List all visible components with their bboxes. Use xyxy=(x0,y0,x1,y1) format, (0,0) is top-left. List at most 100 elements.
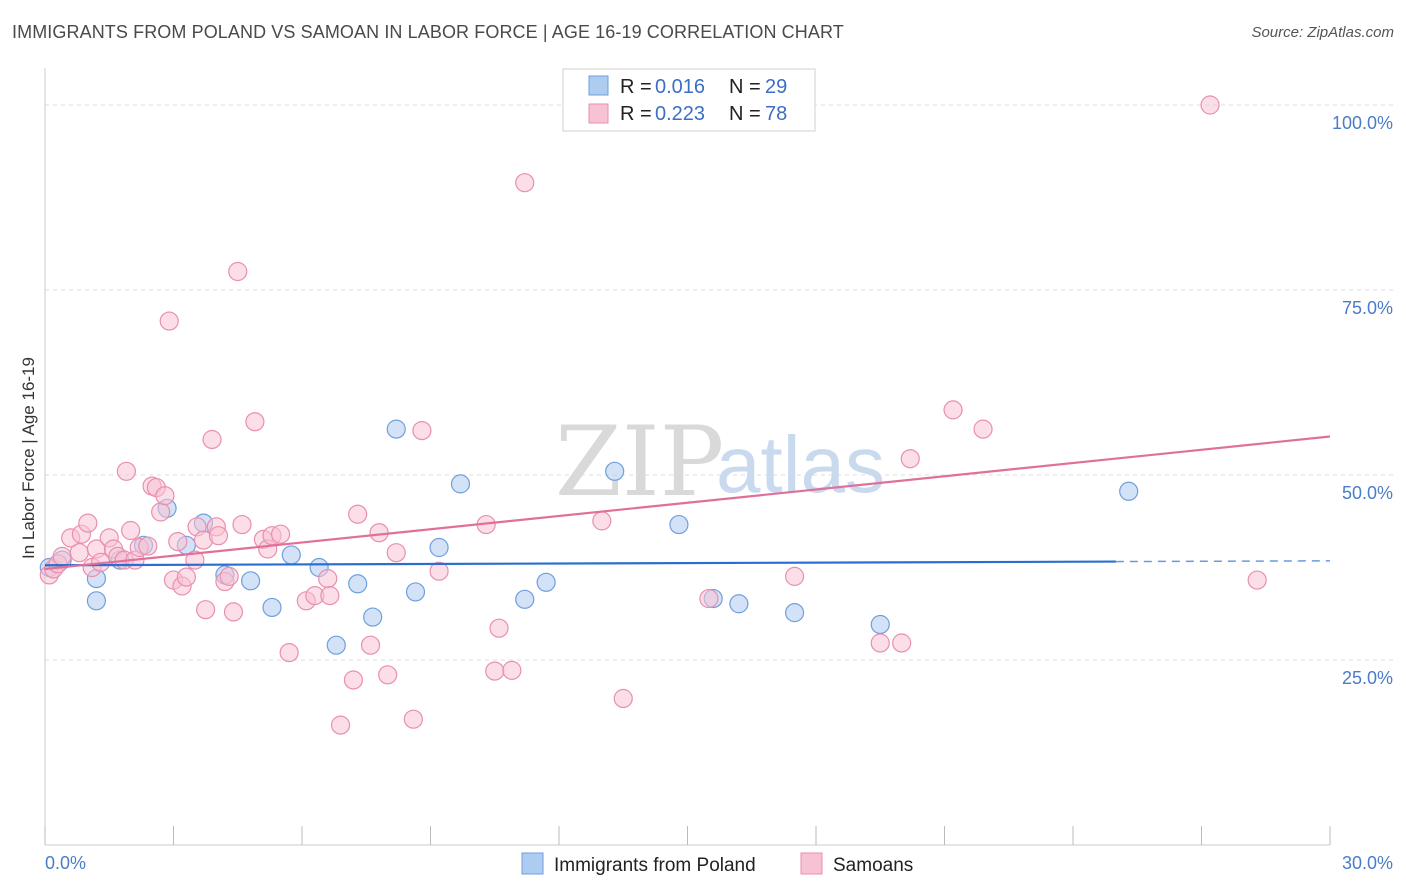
x-tick-marks xyxy=(44,826,1331,845)
samoan-point xyxy=(78,513,98,533)
samoan-point xyxy=(369,523,389,543)
samoan-point xyxy=(270,524,291,544)
poland-point xyxy=(326,635,346,655)
y-tick-label-100: 100.0% xyxy=(1332,113,1393,133)
samoan-point xyxy=(870,633,890,653)
samoan-point xyxy=(973,419,993,439)
samoan-point xyxy=(223,602,244,622)
samoan-point xyxy=(320,586,340,606)
legend-box: R = 0.016 N = 29 R = 0.223 N = 78 xyxy=(562,68,816,132)
samoan-point xyxy=(386,543,406,563)
bottom-legend-label-samoan: Samoans xyxy=(833,855,913,876)
samoan-point xyxy=(208,526,229,546)
poland-point xyxy=(363,607,383,627)
samoan-point xyxy=(69,543,89,563)
samoan-point xyxy=(900,449,920,469)
legend-samoan-r-value: 0.223 xyxy=(655,103,705,125)
samoan-point xyxy=(52,546,72,567)
samoan-point xyxy=(502,660,522,680)
poland-point xyxy=(262,597,282,618)
samoan-point xyxy=(151,502,171,522)
samoan-point xyxy=(515,173,535,193)
samoan-point xyxy=(138,536,158,556)
y-axis-label: In Labor Force | Age 16-19 xyxy=(19,357,38,559)
poland-point xyxy=(536,572,556,592)
samoan-point xyxy=(159,311,179,331)
samoan-point xyxy=(168,531,188,552)
poland-point xyxy=(870,614,890,635)
poland-point xyxy=(281,545,301,565)
samoan-point xyxy=(489,618,509,638)
samoan-point xyxy=(943,400,963,420)
poland-point xyxy=(386,419,406,439)
samoan-point xyxy=(1200,95,1220,115)
poland-point xyxy=(405,582,426,602)
legend-poland-r-value: 0.016 xyxy=(655,76,705,98)
watermark-atlas-text: atlas xyxy=(716,420,885,509)
poland-point xyxy=(450,474,471,494)
samoan-point xyxy=(699,588,719,609)
samoan-point xyxy=(155,486,175,506)
legend-swatch-samoan xyxy=(588,103,609,124)
x-tick-label-min: 0.0% xyxy=(45,853,86,873)
samoan-point xyxy=(196,600,216,620)
samoan-point xyxy=(228,261,248,282)
watermark: ZIP atlas xyxy=(555,406,885,518)
samoan-point xyxy=(613,688,633,709)
poland-point xyxy=(729,594,749,614)
samoan-point xyxy=(403,709,423,729)
x-tick-label-max: 30.0% xyxy=(1342,853,1393,873)
samoan-point xyxy=(116,461,136,481)
poland-point xyxy=(605,461,625,481)
legend-samoan-n-label: N = xyxy=(729,103,761,125)
samoan-point xyxy=(330,715,351,735)
samoan-point xyxy=(176,567,196,587)
samoan-point xyxy=(378,665,398,685)
samoan-point xyxy=(592,511,612,531)
samoan-point xyxy=(318,568,338,589)
samoan-point xyxy=(348,504,368,524)
bottom-legend-label-poland: Immigrants from Poland xyxy=(554,855,756,876)
poland-trend-extension xyxy=(1115,560,1331,563)
samoan-point xyxy=(279,642,299,663)
poland-point xyxy=(669,514,689,535)
bottom-legend: Immigrants from Poland Samoans xyxy=(521,852,913,876)
y-tick-label-50: 50.0% xyxy=(1342,483,1393,503)
legend-poland-r-label: R = xyxy=(620,76,652,98)
samoan-point xyxy=(202,429,222,450)
watermark-zip-text: ZIP xyxy=(555,406,724,518)
poland-point xyxy=(429,537,449,558)
poland-point xyxy=(86,591,107,611)
samoan-point xyxy=(429,561,449,581)
legend-swatch-poland xyxy=(588,75,609,96)
samoan-point xyxy=(121,520,141,541)
legend-samoan-r-label: R = xyxy=(620,103,652,125)
samoan-point xyxy=(784,566,805,586)
legend-poland-n-value: 29 xyxy=(765,76,787,98)
poland-point xyxy=(348,574,368,594)
legend-samoan-n-value: 78 xyxy=(765,103,787,125)
samoan-point xyxy=(219,566,239,586)
samoan-point xyxy=(892,633,912,653)
bottom-legend-swatch-samoan xyxy=(800,852,823,875)
samoan-point xyxy=(232,514,252,535)
samoan-point xyxy=(485,661,505,681)
samoan-trend-line xyxy=(44,435,1331,571)
poland-trend-line xyxy=(44,560,1116,567)
chart-source: Source: ZipAtlas.com xyxy=(1251,24,1394,41)
trend-lines xyxy=(44,435,1331,571)
samoan-point xyxy=(360,635,381,655)
poland-point xyxy=(241,571,261,591)
poland-point xyxy=(784,603,805,623)
samoan-point xyxy=(1247,570,1267,590)
samoan-point xyxy=(245,412,265,432)
y-tick-label-75: 75.0% xyxy=(1342,298,1393,318)
samoan-points xyxy=(39,95,1267,735)
chart-title: IMMIGRANTS FROM POLAND VS SAMOAN IN LABO… xyxy=(12,22,844,42)
poland-point xyxy=(515,589,535,609)
bottom-legend-swatch-poland xyxy=(521,852,544,875)
y-tick-label-25: 25.0% xyxy=(1342,668,1393,688)
y-tick-labels: 25.0% 50.0% 75.0% 100.0% xyxy=(1332,113,1393,688)
poland-point xyxy=(1119,481,1139,501)
